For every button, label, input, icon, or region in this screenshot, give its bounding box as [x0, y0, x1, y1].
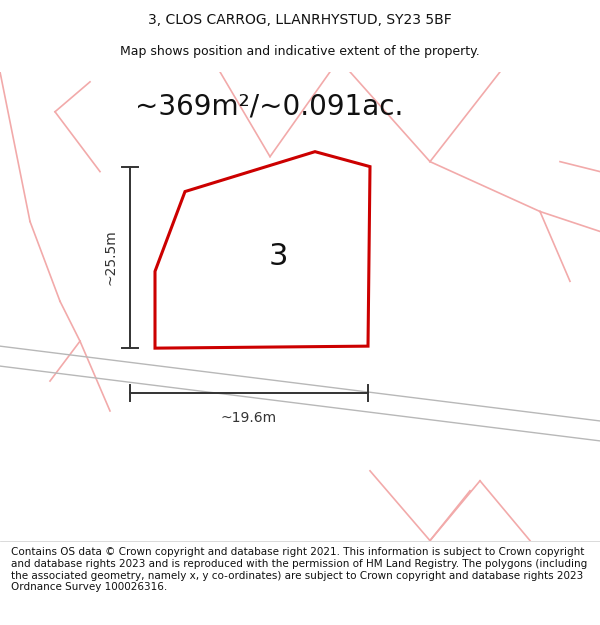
Polygon shape — [155, 152, 370, 348]
Text: ~19.6m: ~19.6m — [221, 411, 277, 425]
Text: ~25.5m: ~25.5m — [104, 229, 118, 285]
Text: 3, CLOS CARROG, LLANRHYSTUD, SY23 5BF: 3, CLOS CARROG, LLANRHYSTUD, SY23 5BF — [148, 13, 452, 27]
Polygon shape — [195, 201, 345, 316]
Text: Map shows position and indicative extent of the property.: Map shows position and indicative extent… — [120, 45, 480, 58]
Text: ~369m²/~0.091ac.: ~369m²/~0.091ac. — [135, 92, 403, 121]
Text: Contains OS data © Crown copyright and database right 2021. This information is : Contains OS data © Crown copyright and d… — [11, 548, 587, 592]
Text: 3: 3 — [268, 242, 288, 271]
